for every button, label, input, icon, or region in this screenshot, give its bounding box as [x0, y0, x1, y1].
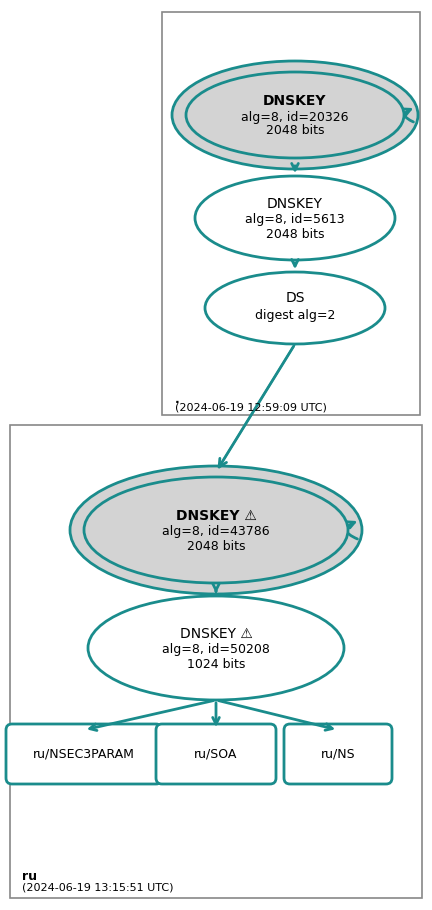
Bar — [162, 12, 420, 415]
Text: (2024-06-19 13:15:51 UTC): (2024-06-19 13:15:51 UTC) — [22, 883, 174, 893]
Text: 1024 bits: 1024 bits — [187, 658, 245, 671]
Text: 2048 bits: 2048 bits — [266, 228, 324, 240]
Text: DNSKEY ⚠️: DNSKEY ⚠️ — [180, 627, 252, 641]
Text: DS: DS — [285, 291, 305, 305]
Text: (2024-06-19 12:59:09 UTC): (2024-06-19 12:59:09 UTC) — [175, 403, 327, 413]
Text: 2048 bits: 2048 bits — [187, 540, 245, 552]
Text: 2048 bits: 2048 bits — [266, 125, 324, 137]
Text: alg=8, id=5613: alg=8, id=5613 — [245, 214, 345, 227]
Text: ru: ru — [22, 870, 37, 883]
Ellipse shape — [205, 272, 385, 344]
Text: alg=8, id=43786: alg=8, id=43786 — [162, 525, 270, 539]
Text: alg=8, id=50208: alg=8, id=50208 — [162, 643, 270, 656]
FancyBboxPatch shape — [156, 724, 276, 784]
Ellipse shape — [172, 61, 418, 169]
Text: DNSKEY: DNSKEY — [267, 197, 323, 211]
Ellipse shape — [84, 477, 348, 583]
Bar — [10, 425, 422, 898]
Text: alg=8, id=20326: alg=8, id=20326 — [241, 110, 349, 124]
Text: .: . — [175, 393, 180, 406]
Text: digest alg=2: digest alg=2 — [255, 309, 335, 322]
FancyBboxPatch shape — [284, 724, 392, 784]
Text: ru/NSEC3PARAM: ru/NSEC3PARAM — [33, 747, 135, 761]
Text: ru/SOA: ru/SOA — [194, 747, 238, 761]
Text: ru/NS: ru/NS — [321, 747, 355, 761]
Text: DNSKEY: DNSKEY — [263, 94, 327, 108]
Ellipse shape — [195, 176, 395, 260]
Ellipse shape — [70, 466, 362, 594]
Ellipse shape — [88, 596, 344, 700]
FancyBboxPatch shape — [6, 724, 162, 784]
Ellipse shape — [186, 72, 404, 158]
Text: DNSKEY ⚠️: DNSKEY ⚠️ — [175, 509, 257, 523]
